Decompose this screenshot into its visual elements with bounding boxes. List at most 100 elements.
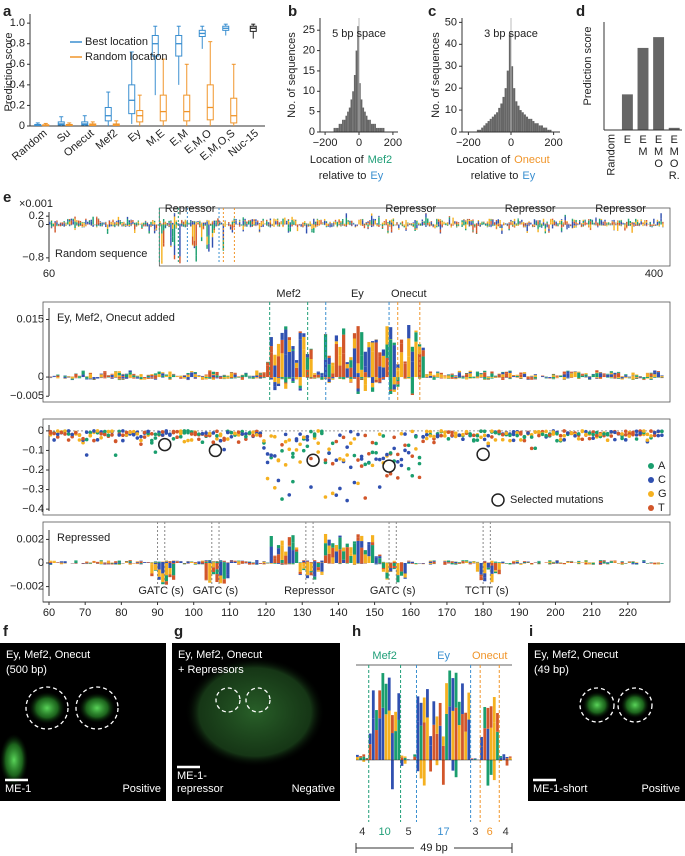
logo-letter bbox=[611, 220, 613, 222]
logo-letter bbox=[191, 224, 194, 237]
logo-letter bbox=[316, 567, 320, 571]
logo-letter bbox=[606, 374, 610, 375]
logo-letter bbox=[595, 217, 597, 219]
logo-letter bbox=[439, 377, 443, 378]
logo-letter bbox=[635, 378, 639, 379]
logo-letter bbox=[470, 222, 472, 225]
logo-letter bbox=[253, 224, 255, 226]
logo-letter bbox=[564, 216, 566, 221]
mutation-dot bbox=[287, 493, 292, 497]
logo-letter bbox=[273, 377, 277, 383]
mutation-dot bbox=[74, 430, 78, 435]
logo-letter bbox=[448, 670, 452, 707]
logo-letter bbox=[211, 563, 216, 568]
logo-letter bbox=[461, 376, 465, 378]
category-label: E bbox=[624, 134, 631, 146]
logo-letter bbox=[465, 374, 469, 378]
logo-letter bbox=[519, 221, 521, 222]
logo-letter bbox=[255, 563, 259, 565]
span-label-bg bbox=[414, 841, 454, 855]
logo-letter bbox=[105, 224, 107, 226]
logo-letter bbox=[240, 561, 244, 563]
logo-letter bbox=[318, 224, 320, 226]
logo-letter bbox=[50, 222, 53, 225]
histogram-bar bbox=[481, 127, 484, 132]
mutation-dot bbox=[99, 436, 103, 440]
logo-letter bbox=[578, 221, 581, 225]
logo-letter bbox=[320, 375, 324, 378]
logo-letter bbox=[553, 224, 556, 226]
logo-letter bbox=[99, 560, 103, 562]
logo-letter bbox=[345, 217, 348, 225]
logo-letter bbox=[501, 224, 503, 229]
logo-letter bbox=[206, 220, 208, 222]
logo-letter bbox=[313, 373, 317, 375]
selected-mutation bbox=[158, 437, 172, 452]
logo-letter bbox=[611, 222, 613, 225]
logo-letter bbox=[258, 377, 263, 378]
logo-letter bbox=[418, 344, 422, 347]
logo-letter bbox=[584, 376, 588, 378]
logo-letter bbox=[327, 225, 329, 226]
logo-letter bbox=[363, 378, 367, 385]
logo-letter bbox=[383, 224, 386, 226]
logo-letter bbox=[506, 224, 509, 226]
logo-letter bbox=[276, 218, 279, 220]
logo-letter bbox=[331, 226, 333, 228]
y-tick-label: 5 bbox=[309, 106, 315, 118]
logo-letter bbox=[244, 218, 246, 221]
logo-letter bbox=[164, 581, 168, 585]
category-label: E bbox=[639, 134, 646, 146]
mutation-dot bbox=[388, 451, 393, 455]
logo-letter bbox=[255, 561, 259, 563]
logo-letter bbox=[381, 228, 384, 229]
logo-letter bbox=[161, 224, 163, 234]
mutation-dot bbox=[374, 441, 378, 446]
logo-letter bbox=[461, 377, 465, 378]
logo-letter bbox=[493, 562, 498, 563]
logo-letter bbox=[85, 218, 87, 220]
logo-letter bbox=[470, 221, 472, 223]
logo-letter bbox=[465, 228, 467, 231]
logo-letter bbox=[463, 219, 465, 220]
logo-letter bbox=[391, 715, 394, 734]
logo-letter bbox=[266, 219, 268, 222]
logo-letter bbox=[410, 561, 414, 563]
logo-letter bbox=[132, 223, 134, 225]
logo-letter bbox=[74, 216, 76, 219]
logo-letter bbox=[327, 355, 331, 358]
logo-letter bbox=[472, 219, 474, 221]
logo-letter bbox=[135, 377, 140, 379]
logo-letter bbox=[544, 377, 548, 378]
logo-letter bbox=[106, 231, 109, 234]
logo-letter bbox=[454, 760, 458, 778]
logo-letter bbox=[349, 547, 353, 554]
logo-letter bbox=[266, 221, 268, 225]
logo-letter bbox=[74, 218, 76, 222]
logo-letter bbox=[77, 226, 80, 228]
logo-letter bbox=[432, 376, 436, 378]
logo-letter bbox=[247, 222, 250, 225]
logo-letter bbox=[334, 221, 337, 222]
logo-letter bbox=[401, 224, 404, 226]
logo-letter bbox=[88, 377, 93, 379]
logo-letter bbox=[83, 226, 85, 228]
logo-letter bbox=[67, 218, 69, 220]
logo-letter bbox=[258, 224, 261, 230]
logo-letter bbox=[635, 224, 637, 226]
logo-letter bbox=[130, 224, 132, 226]
logo-letter bbox=[593, 223, 595, 225]
logo-letter bbox=[387, 224, 389, 231]
logo-letter bbox=[352, 377, 357, 379]
logo-letter bbox=[595, 373, 599, 378]
mutation-dot bbox=[280, 442, 284, 447]
logo-letter bbox=[295, 362, 299, 368]
logo-letter bbox=[551, 224, 554, 227]
mutation-dot bbox=[160, 430, 165, 434]
logo-letter bbox=[332, 225, 335, 226]
logo-letter bbox=[246, 223, 248, 225]
logo-letter bbox=[280, 221, 282, 222]
logo-letter bbox=[374, 559, 378, 563]
logo-letter bbox=[410, 393, 414, 396]
logo-letter bbox=[327, 225, 329, 227]
